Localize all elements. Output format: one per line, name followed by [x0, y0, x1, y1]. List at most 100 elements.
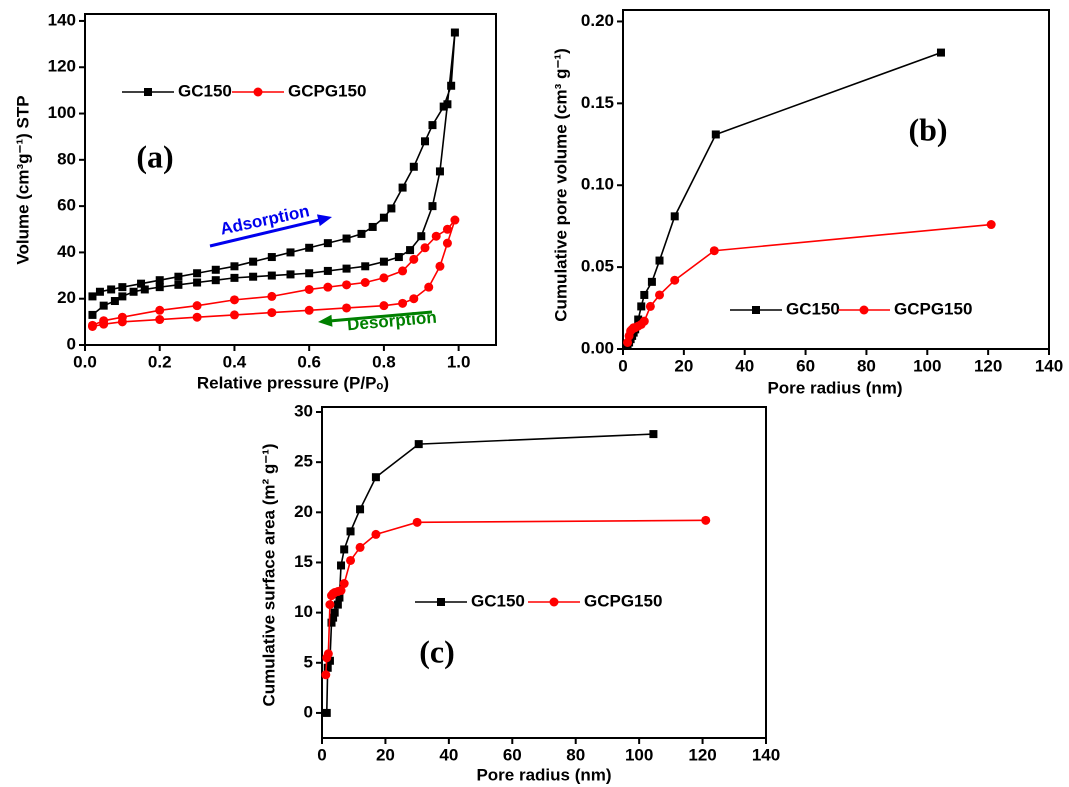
marker: [655, 256, 664, 265]
arrow-head: [316, 214, 332, 227]
y-tick-label: 0.00: [581, 338, 614, 357]
marker: [670, 212, 679, 221]
marker: [211, 265, 220, 274]
marker: [379, 213, 388, 222]
marker: [117, 312, 127, 322]
marker: [409, 294, 419, 304]
marker: [323, 266, 332, 275]
marker: [409, 254, 419, 264]
y-axis-label: Cumulative pore volume (cm³ g⁻¹): [551, 48, 570, 321]
y-tick-label: 0: [67, 334, 76, 353]
marker: [305, 269, 314, 278]
marker: [230, 262, 239, 271]
x-axis-label: Relative pressure (P/Pₒ): [197, 373, 389, 392]
x-tick-label: 1.0: [447, 352, 471, 371]
marker: [323, 239, 332, 248]
marker: [442, 224, 452, 234]
x-axis-label: Pore radius (nm): [767, 378, 902, 397]
marker: [421, 137, 430, 146]
x-tick-label: 20: [674, 356, 693, 375]
marker: [435, 167, 444, 176]
marker: [99, 316, 109, 326]
marker: [249, 257, 258, 266]
marker: [394, 253, 403, 262]
marker: [155, 315, 165, 325]
marker: [709, 246, 719, 256]
annotation: (a): [136, 138, 173, 174]
marker: [267, 291, 277, 301]
x-tick-label: 0.2: [148, 352, 172, 371]
marker: [329, 613, 338, 622]
marker: [323, 663, 332, 672]
marker: [379, 257, 388, 266]
x-tick-label: 20: [376, 745, 395, 764]
y-tick-label: 30: [294, 401, 313, 420]
annotation-arrow: [209, 217, 323, 248]
marker: [549, 597, 559, 607]
y-tick-label: 0.15: [581, 93, 614, 112]
x-tick-label: 60: [503, 745, 522, 764]
marker: [174, 280, 183, 289]
marker: [424, 282, 434, 292]
marker: [649, 430, 658, 439]
marker: [637, 302, 646, 311]
legend-label: GCPG150: [288, 81, 366, 100]
marker: [342, 264, 351, 273]
y-tick-label: 140: [48, 10, 76, 29]
marker: [340, 545, 349, 554]
legend-label: GC150: [471, 591, 525, 610]
marker: [711, 130, 720, 139]
marker: [336, 586, 346, 596]
marker: [286, 270, 295, 279]
marker: [321, 670, 331, 680]
marker: [437, 598, 445, 606]
marker: [99, 301, 108, 310]
x-tick-label: 0: [317, 745, 326, 764]
plot-frame: [84, 13, 497, 346]
marker: [398, 298, 408, 308]
marker: [428, 121, 437, 130]
plot-frame: [321, 406, 767, 739]
marker: [412, 517, 422, 527]
x-tick-label: 60: [796, 356, 815, 375]
legend-label: GC150: [178, 81, 232, 100]
marker: [322, 708, 331, 717]
x-axis-label: Pore radius (nm): [476, 765, 611, 784]
annotation: (c): [419, 633, 455, 669]
marker: [333, 600, 342, 609]
marker: [357, 229, 366, 238]
x-tick-label: 140: [1035, 356, 1063, 375]
marker: [346, 527, 355, 536]
marker: [450, 215, 460, 225]
marker: [346, 555, 356, 565]
series-line: [626, 223, 992, 343]
marker: [634, 315, 643, 324]
marker: [174, 272, 183, 281]
marker: [88, 292, 97, 301]
marker: [752, 306, 760, 314]
marker: [193, 278, 202, 287]
marker: [360, 278, 370, 288]
marker: [140, 285, 149, 294]
marker: [144, 88, 152, 96]
marker: [192, 312, 202, 322]
marker: [249, 272, 258, 281]
marker: [192, 301, 202, 311]
marker: [95, 287, 104, 296]
marker: [361, 262, 370, 271]
y-tick-label: 25: [294, 452, 313, 471]
x-tick-label: 40: [439, 745, 458, 764]
marker: [110, 297, 119, 306]
marker: [118, 283, 127, 292]
x-tick-label: 100: [625, 745, 653, 764]
marker: [986, 220, 996, 230]
marker: [267, 271, 276, 280]
y-tick-label: 100: [48, 103, 76, 122]
marker: [137, 279, 146, 288]
marker: [387, 204, 396, 213]
series-line: [91, 32, 456, 316]
marker: [639, 316, 649, 326]
marker: [435, 261, 445, 271]
marker: [342, 280, 352, 290]
marker: [323, 282, 333, 292]
